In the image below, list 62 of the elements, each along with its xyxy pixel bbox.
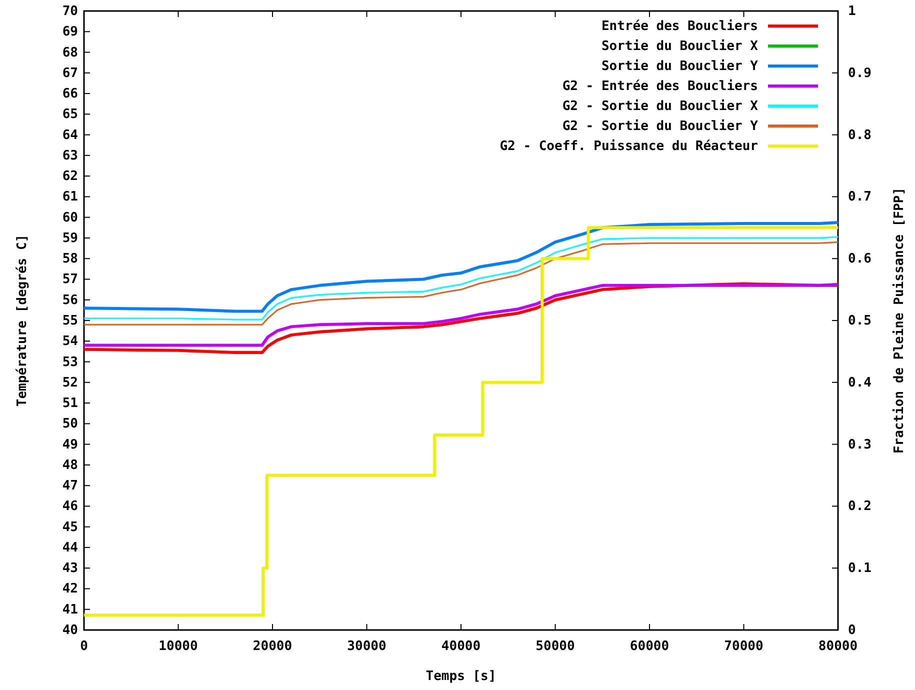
legend-label: G2 - Sortie du Bouclier Y — [562, 119, 758, 134]
y2-tick-label: 0.1 — [848, 561, 872, 576]
y-tick-label: 57 — [62, 272, 78, 288]
y-tick-label: 51 — [62, 396, 78, 412]
y-tick-label: 52 — [62, 375, 78, 390]
y-tick-label: 63 — [62, 148, 78, 164]
x-tick-label: 80000 — [818, 639, 858, 654]
y2-axis-title: Fraction de Pleine Puissance [FPP] — [892, 187, 907, 454]
y-tick-label: 40 — [62, 623, 78, 638]
y2-tick-label: 1 — [848, 4, 856, 19]
y-tick-label: 58 — [62, 252, 78, 267]
y2-tick-label: 0.3 — [848, 437, 872, 452]
y2-tick-label: 0.6 — [848, 252, 872, 267]
y-tick-label: 60 — [62, 210, 78, 226]
legend-label: G2 - Entrée des Boucliers — [562, 79, 758, 94]
y-tick-label: 66 — [62, 86, 78, 102]
y-tick-label: 53 — [62, 354, 78, 370]
y-tick-label: 45 — [62, 520, 78, 535]
x-tick-label: 0 — [80, 639, 88, 654]
legend-label: G2 - Sortie du Bouclier X — [562, 99, 758, 114]
y2-tick-label: 0.8 — [848, 128, 872, 143]
y-tick-label: 69 — [62, 24, 78, 40]
y-tick-label: 59 — [62, 230, 78, 246]
y-tick-label: 68 — [62, 45, 78, 60]
y-tick-label: 50 — [62, 416, 78, 432]
y-tick-label: 55 — [62, 314, 78, 328]
x-tick-label: 50000 — [536, 639, 575, 654]
y2-tick-label: 0.2 — [848, 499, 872, 514]
y-tick-label: 49 — [62, 437, 78, 452]
x-tick-label: 60000 — [630, 639, 670, 654]
y-tick-label: 42 — [62, 582, 78, 597]
y-tick-label: 44 — [62, 540, 78, 556]
x-tick-label: 20000 — [252, 639, 292, 654]
legend-label: Sortie du Bouclier Y — [601, 59, 758, 74]
y-tick-label: 56 — [62, 292, 78, 308]
x-tick-label: 70000 — [724, 639, 764, 654]
y-tick-label: 41 — [62, 602, 78, 618]
y2-tick-label: 0.7 — [848, 190, 872, 205]
y2-tick-label: 0.5 — [848, 314, 872, 328]
y-tick-label: 61 — [62, 190, 78, 205]
legend-label: Entrée des Boucliers — [601, 19, 758, 34]
y-tick-label: 62 — [62, 169, 78, 184]
y-tick-label: 65 — [62, 107, 78, 122]
y2-tick-label: 0 — [848, 623, 856, 638]
y-tick-label: 67 — [62, 66, 78, 81]
legend-label: Sortie du Bouclier X — [601, 39, 758, 54]
y2-tick-label: 0.9 — [848, 66, 872, 81]
y2-tick-label: 0.4 — [848, 375, 872, 390]
line-series — [84, 220, 838, 313]
x-tick-label: 30000 — [347, 639, 386, 654]
x-axis-title: Temps [s] — [426, 669, 496, 684]
legend-label: G2 - Coeff. Puissance du Réacteur — [500, 139, 758, 154]
y-tick-label: 43 — [62, 561, 78, 576]
y-axis-title: Température [degrés C] — [15, 234, 30, 407]
y-tick-label: 70 — [62, 4, 78, 19]
y-tick-label: 46 — [62, 499, 78, 514]
y-tick-label: 64 — [62, 128, 78, 143]
x-tick-label: 10000 — [158, 639, 198, 654]
y-tick-label: 48 — [62, 458, 78, 473]
y-tick-label: 47 — [62, 478, 78, 494]
x-tick-label: 40000 — [441, 639, 481, 654]
y-tick-label: 54 — [62, 334, 78, 350]
